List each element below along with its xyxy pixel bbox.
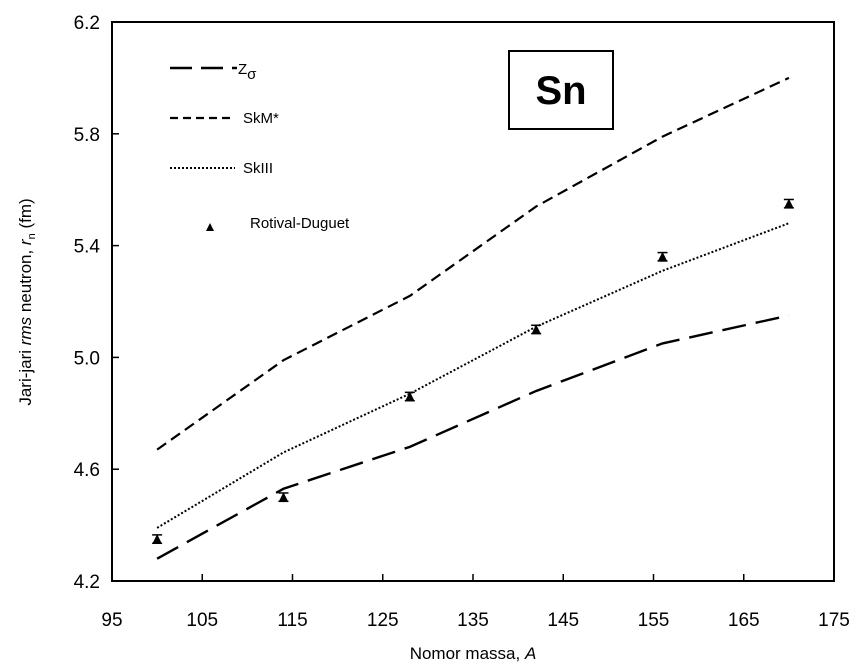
x-tick-label: 175 (818, 610, 850, 631)
x-tick-label: 145 (547, 610, 579, 631)
x-tick-label: 155 (638, 610, 670, 631)
annotation-label: Sn (535, 69, 586, 113)
series-layer (152, 76, 794, 560)
legend-label-zsigma-main: Z (238, 61, 247, 78)
x-tick-label: 105 (186, 610, 218, 631)
legend-label-skm: SkM* (243, 110, 279, 127)
data-point-rotival-duguet (278, 492, 288, 502)
x-axis-title: Nomor massa, A (410, 644, 537, 663)
legend-label-zsigma-sub: σ (247, 66, 257, 83)
y-axis-title-italic2: r (16, 238, 35, 245)
series-line-skm- (156, 76, 790, 451)
y-tick-label: 5.4 (74, 237, 101, 258)
y-axis-title-italic1: rms (16, 316, 35, 345)
x-tick-label: 115 (277, 610, 307, 631)
x-axis-ticks: 95 105 115 125 135 145 155 165 175 (101, 574, 850, 631)
y-axis-title-pre: Jari-jari (16, 345, 35, 405)
legend-label-zsigma: Zσ (238, 61, 257, 83)
x-tick-label: 165 (728, 610, 760, 631)
y-tick-label: 4.6 (74, 460, 100, 481)
y-tick-label: 5.8 (74, 125, 100, 146)
series-line-z- (156, 314, 790, 560)
series-line-skiii (156, 222, 790, 529)
x-axis-title-italic: A (524, 644, 536, 663)
data-point-rotival-duguet (531, 324, 541, 334)
legend: Zσ SkM* SkIII Rotival-Duguet (170, 61, 350, 232)
x-tick-label: 125 (367, 610, 399, 631)
annotation-box (508, 50, 614, 130)
y-tick-label: 5.0 (74, 348, 100, 369)
x-tick-label: 135 (457, 610, 489, 631)
legend-marker-rotival-duguet (206, 223, 214, 231)
plot-area-frame (111, 21, 835, 582)
y-axis-title-sub: n (26, 233, 38, 239)
y-tick-label: 4.2 (74, 572, 100, 593)
y-axis-title-mid: neutron, (16, 245, 35, 317)
y-tick-label: 6.2 (74, 13, 100, 34)
data-point-rotival-duguet (405, 391, 415, 401)
x-axis-title-text: Nomor massa, (410, 644, 525, 663)
x-tick-label: 95 (101, 610, 122, 631)
legend-label-skiii: SkIII (243, 160, 273, 177)
y-axis-ticks: 4.2 4.6 5.0 5.4 5.8 6.2 (74, 13, 119, 593)
data-point-rotival-duguet (784, 198, 794, 208)
y-axis-title-post: (fm) (16, 198, 35, 233)
data-point-rotival-duguet (152, 534, 162, 544)
legend-label-rotival-duguet: Rotival-Duguet (250, 215, 350, 232)
y-axis-title: Jari-jari rms neutron, rn (fm) (16, 198, 38, 405)
data-point-rotival-duguet (658, 251, 668, 261)
